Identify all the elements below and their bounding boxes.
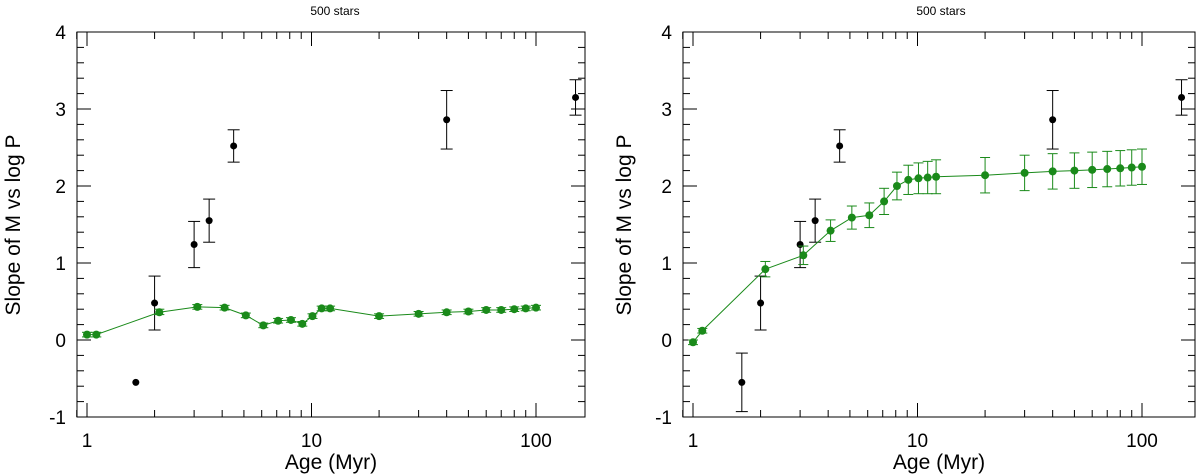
right-x-tick-label: 1 [688,431,699,452]
left-x-tick-label: 1 [82,431,93,452]
right-x-tick-label: 10 [907,431,928,452]
left-observed-point [132,378,140,386]
right-observed-point [1046,90,1059,150]
left-plot-frame [76,31,586,418]
left-observed-point [148,275,161,331]
right-model-point [879,187,890,215]
left-observed-point [569,79,582,116]
left-y-tick-label: 4 [55,23,66,44]
right-model-point [903,164,914,195]
right-model-point [1069,152,1080,189]
left-y-tick-label: 2 [55,177,66,198]
left-model-point [307,312,318,321]
right-observed-point [809,198,822,243]
left-model-point [273,316,284,325]
left-x-tick-label: 10 [301,431,322,452]
left-model-point [463,307,474,316]
left-chart-title: 500 stars [310,4,359,18]
left-panel: 500 stars -1 0 1 2 3 4 1 10 100 Age (Myr) Slope … [2,4,586,474]
left-model-point [374,312,385,321]
left-model-point [219,303,230,312]
left-observed-point [227,129,240,163]
right-model-point [980,157,991,194]
left-model-point [82,330,92,339]
left-model-point [285,315,296,324]
left-y-tick-label: 0 [55,331,66,352]
right-model-point [688,338,698,347]
left-model-point [441,308,452,317]
right-y-tick-label: 3 [661,100,672,121]
left-model-point [297,319,308,328]
right-model-point [891,171,902,201]
left-y-tick-label: 3 [55,100,66,121]
left-model-point [520,304,531,313]
left-model-point [192,302,203,311]
left-model-point [325,304,336,313]
right-axis-ticks: -1 0 1 2 3 4 1 10 100 [655,23,1195,452]
right-model-point [846,205,857,230]
left-observed-point [203,198,216,243]
right-model-point [1087,151,1098,189]
right-x-tick-label: 100 [1126,431,1158,452]
left-x-axis-label: Age (Myr) [285,451,377,474]
right-observed-point [1175,79,1188,116]
left-model-point [91,330,102,339]
right-model-point [825,219,836,242]
left-observed-point [188,220,201,269]
right-model-point [1137,148,1147,185]
left-model-point [258,321,269,330]
right-y-tick-label: 4 [661,23,672,44]
right-x-axis-label: Age (Myr) [893,451,985,474]
right-chart-title: 500 stars [916,4,965,18]
left-x-tick-label: 100 [520,431,552,452]
left-y-tick-label: -1 [49,408,66,429]
right-model-point [1126,149,1137,186]
right-observed-point [735,352,748,413]
right-model-point [1115,150,1126,187]
left-model-point [240,311,251,320]
left-observed-point [440,90,453,150]
left-series-line [87,306,537,336]
right-panel: 500 stars -1 0 1 2 3 4 1 10 100 Age (Myr) Slope … [613,4,1196,474]
right-model-point [760,260,771,278]
left-model-point [413,309,424,318]
right-model-point [922,160,933,195]
right-observed-point [794,220,807,269]
right-observed-point [754,275,767,331]
right-y-tick-label: 1 [661,254,672,275]
right-y-tick-label: 0 [661,331,672,352]
right-model-point [1102,150,1113,188]
left-model-point [496,305,507,314]
right-model-point [1019,154,1030,192]
right-y-tick-label: -1 [655,408,672,429]
right-model-point [1047,153,1058,190]
left-y-axis-label: Slope of M vs log P [2,135,25,316]
right-model-point [697,326,708,335]
left-model-point [531,303,541,312]
right-plot-frame [682,31,1196,418]
right-model-point [913,162,924,195]
left-model-point [509,305,520,314]
right-y-tick-label: 2 [661,177,672,198]
right-y-axis-label: Slope of M vs log P [613,135,636,316]
left-model-point [316,304,327,313]
left-model-point [481,305,492,314]
right-data-series [688,79,1188,413]
left-model-point [154,308,165,317]
right-model-point [864,202,875,229]
right-series-line [692,166,1143,343]
left-data-series [82,79,582,386]
right-model-point [798,245,809,266]
left-axis-ticks: -1 0 1 2 3 4 1 10 100 [49,23,585,452]
left-y-tick-label: 1 [55,254,66,275]
right-model-point [931,159,942,195]
right-observed-point [833,129,846,163]
